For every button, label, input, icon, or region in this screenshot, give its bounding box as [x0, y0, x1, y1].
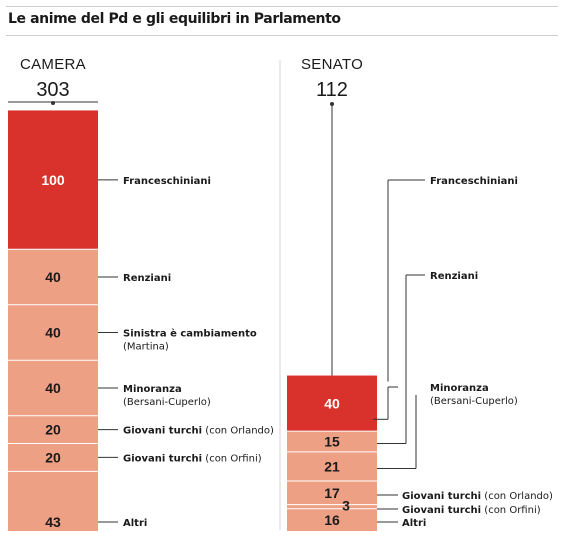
camera-label-bold-1: Renziani: [123, 273, 171, 284]
top-rule: [6, 6, 558, 7]
senato-callout-bold-1: Renziani: [430, 271, 478, 282]
camera-label-0: Franceschiniani: [123, 176, 211, 187]
senato-callout-bold-0: Franceschiniani: [430, 176, 518, 187]
senato-bar-4: [287, 504, 377, 509]
senato-bar-1: [287, 431, 377, 452]
camera-bar-5: [8, 443, 98, 472]
camera-value-0: 100: [41, 172, 65, 188]
camera-label-bold-6: Altri: [123, 518, 147, 529]
senato-value-1: 15: [324, 433, 340, 449]
camera-label-5: Giovani turchi (con Orfini): [123, 453, 262, 464]
camera-label-4: Giovani turchi (con Orlando): [123, 426, 274, 437]
camera-bar-3: [8, 360, 98, 416]
senato-callout-bold-4: Giovani turchi: [402, 491, 481, 502]
senato-bar-2: [287, 451, 377, 482]
camera-label-bold-5: Giovani turchi: [123, 453, 202, 464]
camera-bar-1: [8, 249, 98, 305]
camera-label-extra-5: (con Orfini): [202, 453, 262, 464]
senato-callout-label-5: Giovani turchi (con Orfini): [402, 505, 541, 516]
camera-label-bold-3: Minoranza: [123, 384, 182, 395]
senato-bar-3: [287, 481, 377, 505]
senato-total: 112: [316, 79, 348, 101]
senato-callout-extra-5: (con Orfini): [481, 505, 541, 516]
camera-total-dot: [51, 101, 55, 105]
senato-callout-label-1: Renziani: [430, 271, 478, 282]
senato-callout-label-6: Altri: [402, 518, 426, 529]
camera-label: CAMERA: [20, 56, 86, 73]
senato-callout-bold-5: Giovani turchi: [402, 505, 481, 516]
senato-value-3: 17: [324, 485, 340, 501]
camera-value-5: 20: [45, 449, 61, 465]
senato-bar-0: [287, 375, 377, 432]
camera-label-extra-3: (Bersani-Cuperlo): [123, 397, 211, 408]
camera-bar-6: [8, 471, 98, 531]
camera-value-3: 40: [45, 380, 61, 396]
chart-title: Le anime del Pd e gli equilibri in Parla…: [8, 11, 341, 27]
camera-bar-2: [8, 304, 98, 361]
camera-label-3: Minoranza: [123, 384, 182, 395]
camera-value-1: 40: [45, 269, 61, 285]
camera-label-2: Sinistra è cambiamento: [123, 328, 257, 340]
camera-value-2: 40: [45, 325, 61, 341]
senato-bar-5: [287, 508, 377, 531]
camera-label-extra-2: (Martina): [123, 342, 169, 353]
camera-label-bold-4: Giovani turchi: [123, 426, 202, 437]
camera-value-4: 20: [45, 422, 61, 438]
camera-bar-4: [8, 415, 98, 444]
camera-label-extra-4: (con Orlando): [202, 426, 274, 437]
senato-callout-bold-6: Altri: [402, 518, 426, 529]
camera-label-1: Renziani: [123, 273, 171, 284]
senato-callout-label-4: Giovani turchi (con Orlando): [402, 491, 553, 502]
camera-value-6: 43: [45, 514, 61, 530]
senato-callout-extra-4: (con Orlando): [481, 491, 553, 502]
senato-callout-label-0: Franceschiniani: [430, 176, 518, 187]
senato-total-dot: [330, 102, 334, 106]
camera-label-bold-0: Franceschiniani: [123, 176, 211, 187]
title-rule: [6, 35, 558, 36]
senato-value-0: 40: [324, 395, 340, 411]
senato-callout-extra-2: (Bersani-Cuperlo): [430, 396, 518, 407]
senato-callout-label-2: Minoranza: [430, 383, 489, 394]
senato-value-2: 21: [324, 458, 340, 474]
senato-label: SENATO: [301, 56, 363, 73]
camera-total: 303: [36, 79, 69, 101]
camera-label-bold-2: Sinistra è cambiamento: [123, 328, 257, 340]
senato-value-5: 16: [324, 512, 340, 528]
camera-bar-0: [8, 110, 98, 250]
senato-value-4: 3: [342, 498, 350, 514]
senato-callout-bold-2: Minoranza: [430, 383, 489, 394]
camera-label-6: Altri: [123, 518, 147, 529]
